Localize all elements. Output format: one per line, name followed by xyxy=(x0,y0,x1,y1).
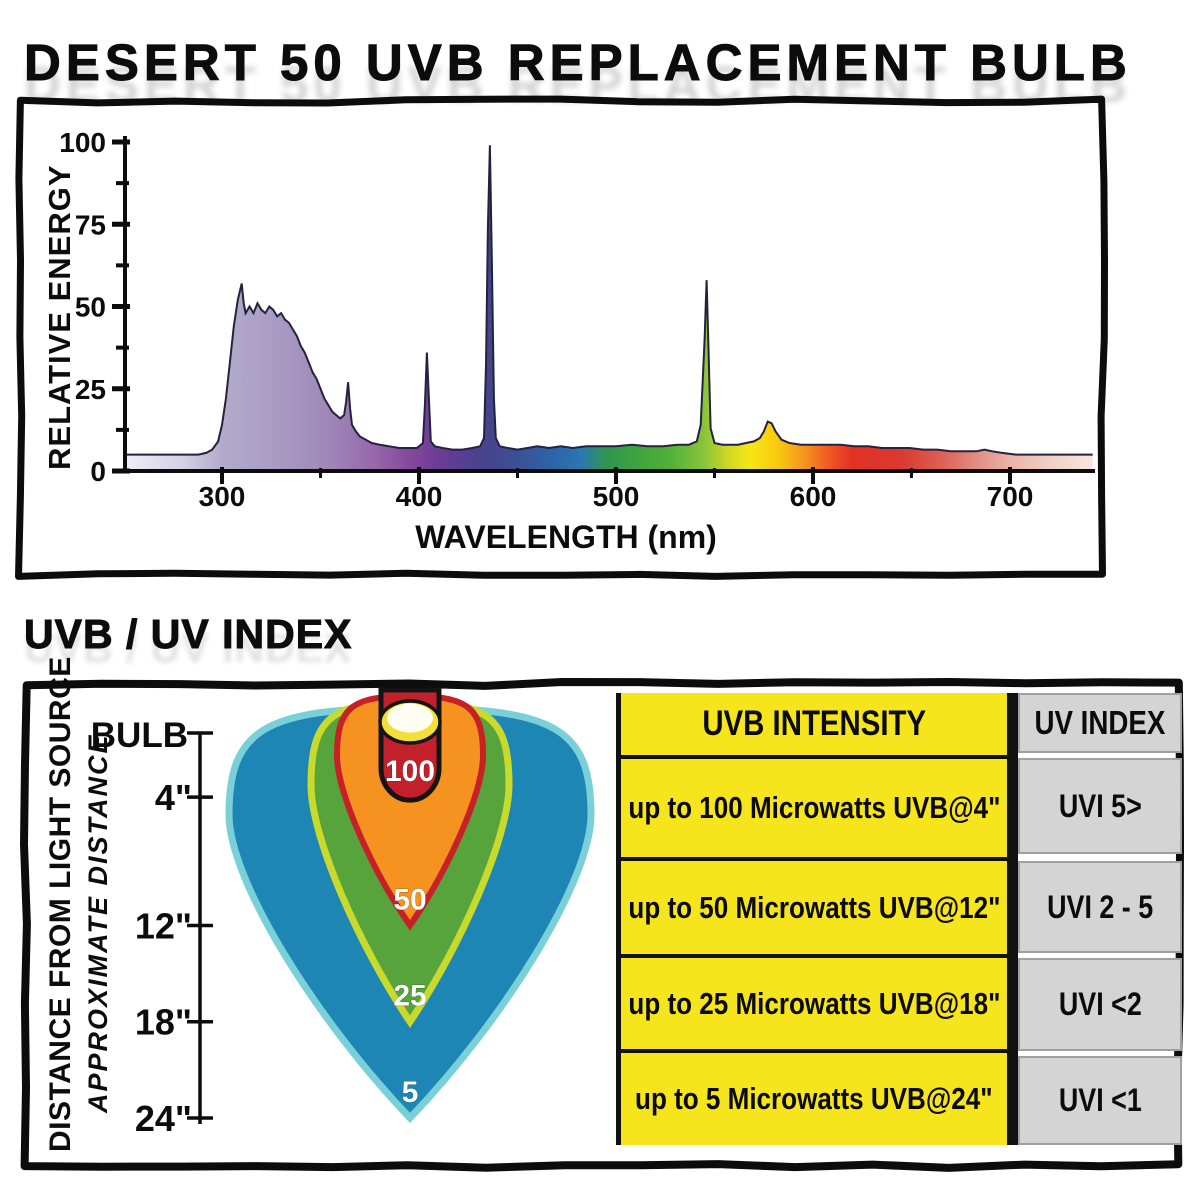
y-axis-title: RELATIVE ENERGY xyxy=(42,164,77,470)
uv-index-cell-1-text: UVI 5> xyxy=(1058,787,1142,824)
y-axis-tick-label: 0 xyxy=(90,456,106,487)
uv-index-cell-4: UVI <1 xyxy=(1018,1056,1182,1145)
x-axis-tick-label: 400 xyxy=(396,481,443,512)
uvb-intensity-row-4: up to 5 Microwatts UVB@24" xyxy=(621,1049,1007,1145)
uv-index-header-text: UV INDEX xyxy=(1034,704,1166,741)
uvindex-panel-border xyxy=(20,678,1184,1172)
spectrum-curve xyxy=(125,145,1093,456)
spectrum-chart: 300 400 500 600 700 0 25 50 75 100 WAVELENGTH (nm… xyxy=(42,127,1095,555)
distance-axis-label: DISTANCE FROM LIGHT SOURCE xyxy=(44,656,77,1152)
uvb-intensity-header: UVB INTENSITY xyxy=(621,693,1007,755)
uv-index-cell-3-text: UVI <2 xyxy=(1058,986,1142,1022)
y-axis-tick-label: 50 xyxy=(75,292,106,323)
x-axis-tick-label: 600 xyxy=(790,481,837,512)
uvb-intensity-row-1-text: up to 100 Microwatts UVB@4" xyxy=(628,790,1000,825)
x-axis-tick-label: 300 xyxy=(199,481,246,512)
approximate-distance-label: APPROXIMATE DISTANCE xyxy=(83,733,113,1114)
bulb-icon xyxy=(378,699,442,745)
uvb-intensity-row-4-text: up to 5 Microwatts UVB@24" xyxy=(635,1081,993,1116)
uv-index-cell-2: UVI 2 - 5 xyxy=(1018,861,1182,953)
uvb-intensity-row-3-text: up to 25 Microwatts UVB@18" xyxy=(628,985,1000,1021)
x-axis-tick-label: 700 xyxy=(987,481,1034,512)
uvb-intensity-header-text: UVB INTENSITY xyxy=(702,704,926,743)
uv-index-cell-1: UVI 5> xyxy=(1018,758,1182,854)
uv-index-cell-3: UVI <2 xyxy=(1018,958,1182,1051)
uv-index-cell-4-text: UVI <1 xyxy=(1058,1082,1142,1118)
distance-tick-label: 4" xyxy=(155,777,192,818)
uvb-intensity-row-3: up to 25 Microwatts UVB@18" xyxy=(621,954,1007,1049)
uvb-intensity-row-2: up to 50 Microwatts UVB@12" xyxy=(621,857,1007,954)
spectrum-area-fill xyxy=(125,145,1093,472)
uv-index-column: UV INDEX UVI 5> UVI 2 - 5 UVI <2 UVI <1 xyxy=(1018,693,1182,1145)
distance-diagram: 5 25 50 100 4" 12" 18" 24" BULB DISTANCE FROM … xyxy=(44,656,595,1152)
uvb-zone-label-5: 5 xyxy=(402,1076,419,1109)
uvb-uvindex-table: UVB INTENSITY up to 100 Microwatts UVB@4"… xyxy=(616,693,1182,1145)
distance-axis: 4" 12" 18" 24" xyxy=(135,731,213,1139)
x-axis-title: WAVELENGTH (nm) xyxy=(415,519,717,555)
uvb-intensity-column: UVB INTENSITY up to 100 Microwatts UVB@4"… xyxy=(616,693,1018,1145)
chart-axes: 300 400 500 600 700 0 25 50 75 100 xyxy=(59,127,1095,512)
y-axis-tick-label: 100 xyxy=(59,127,106,158)
uvb-intensity-row-2-text: up to 50 Microwatts UVB@12" xyxy=(628,889,1000,925)
bulb-label: BULB xyxy=(91,716,188,755)
uv-index-cell-2-text: UVI 2 - 5 xyxy=(1046,888,1154,925)
uvb-zone-label-25: 25 xyxy=(393,980,426,1013)
uvb-zone-label-50: 50 xyxy=(393,883,426,916)
spectrum-panel-border xyxy=(15,95,1108,580)
section-title-uvb-uv-index: UVB / UV INDEX xyxy=(23,611,353,658)
uvb-zone-label-100: 100 xyxy=(385,755,435,788)
uv-index-header: UV INDEX xyxy=(1018,693,1182,753)
uvb-zones: 5 25 50 100 xyxy=(225,687,595,1124)
y-axis-tick-label: 25 xyxy=(75,374,106,405)
distance-tick-label: 24" xyxy=(135,1098,192,1139)
distance-tick-label: 12" xyxy=(135,905,192,946)
distance-tick-label: 18" xyxy=(135,1002,192,1043)
x-axis-tick-label: 500 xyxy=(593,481,640,512)
y-axis-tick-label: 75 xyxy=(75,209,106,240)
page-title: DESERT 50 UVB REPLACEMENT BULB xyxy=(24,34,1132,92)
uvb-intensity-row-1: up to 100 Microwatts UVB@4" xyxy=(621,755,1007,857)
